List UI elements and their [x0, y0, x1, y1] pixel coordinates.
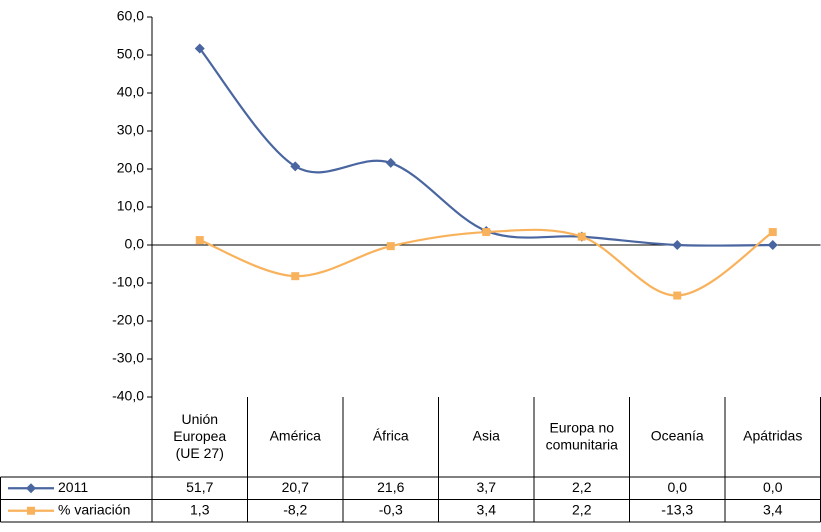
y-tick-label: 10,0	[117, 198, 144, 214]
table-value: 20,7	[282, 479, 309, 495]
marker	[767, 240, 778, 250]
table-value: -0,3	[379, 501, 403, 517]
marker	[194, 43, 205, 54]
category-label: América	[270, 428, 322, 444]
y-tick-label: 50,0	[117, 46, 144, 62]
y-tick-label: 20,0	[117, 160, 144, 176]
table-value: -8,2	[283, 501, 307, 517]
marker	[290, 161, 301, 172]
category-label: África	[373, 428, 409, 444]
legend-item: 2011	[8, 479, 88, 495]
y-tick-label: -40,0	[112, 388, 144, 404]
table-value: 3,7	[477, 479, 497, 495]
category-label: Europa no comunitaria	[546, 419, 619, 452]
marker	[27, 506, 35, 515]
legend-label: 2011	[58, 479, 88, 495]
marker	[673, 291, 682, 300]
y-tick-label: 0,0	[125, 236, 145, 252]
series-line	[199, 228, 774, 297]
marker	[195, 236, 204, 245]
marker	[577, 232, 586, 241]
y-tick-label: 40,0	[117, 84, 144, 100]
marker	[768, 228, 777, 237]
y-tick-label: -30,0	[112, 350, 144, 366]
table-value: 3,4	[477, 501, 497, 517]
table-value: 2,2	[572, 501, 592, 517]
marker	[291, 272, 300, 281]
table-value: 3,4	[763, 501, 783, 517]
marker	[482, 228, 491, 237]
table-value: 0,0	[668, 479, 688, 495]
y-tick-label: -20,0	[112, 312, 144, 328]
marker	[386, 242, 395, 251]
table-value: 0,0	[763, 479, 783, 495]
table-value: 51,7	[186, 479, 213, 495]
table-value: 21,6	[377, 479, 404, 495]
table-value: 2,2	[572, 479, 592, 495]
y-tick-label: 30,0	[117, 122, 144, 138]
marker	[385, 157, 396, 168]
series-line	[198, 47, 773, 247]
y-tick-label: -10,0	[112, 274, 144, 290]
category-label: Oceanía	[651, 428, 704, 444]
category-label: Unión Europea (UE 27)	[173, 411, 226, 461]
y-tick-label: 60,0	[117, 8, 144, 24]
marker	[672, 240, 683, 250]
legend-label: % variación	[58, 501, 130, 517]
table-value: 1,3	[190, 501, 210, 517]
category-label: Apátridas	[743, 428, 802, 444]
legend-item: % variación	[8, 501, 130, 517]
marker	[26, 483, 36, 494]
category-label: Asia	[473, 428, 500, 444]
table-value: -13,3	[661, 501, 693, 517]
